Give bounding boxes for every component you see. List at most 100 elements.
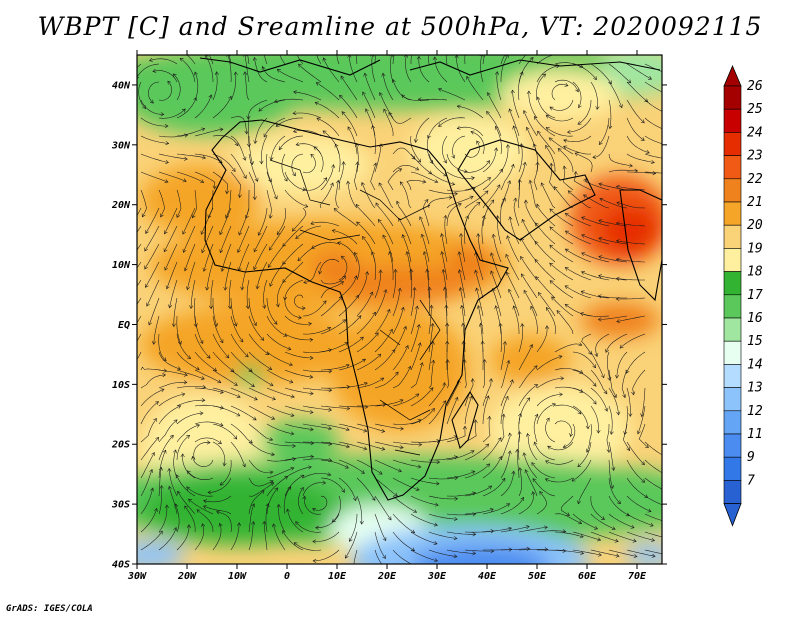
streamline-arrow — [412, 286, 417, 291]
streamline — [276, 207, 287, 235]
streamline — [551, 83, 569, 101]
streamline-arrow — [615, 184, 620, 189]
streamline-arrow — [187, 355, 191, 360]
streamline — [518, 549, 548, 551]
streamline-arrow — [491, 233, 496, 238]
streamline — [144, 225, 160, 252]
streamline — [176, 524, 190, 551]
streamline-arrow — [386, 308, 391, 313]
streamline — [518, 526, 548, 533]
streamline — [263, 117, 286, 138]
streamline-arrow — [251, 503, 255, 508]
streamline-arrow — [292, 111, 297, 116]
streamline — [176, 97, 197, 119]
streamline-arrow — [359, 520, 364, 525]
streamline-arrow — [169, 434, 174, 439]
streamline — [284, 171, 306, 191]
streamline-arrow — [583, 194, 588, 199]
streamline — [275, 117, 303, 127]
streamline-arrow — [507, 288, 512, 293]
streamline-arrow — [533, 441, 538, 446]
streamline — [246, 279, 250, 309]
streamline — [337, 242, 358, 263]
streamline — [383, 108, 394, 137]
streamline-arrow — [506, 359, 511, 364]
streamline-arrow — [219, 127, 224, 132]
streamline — [554, 420, 572, 437]
streamline — [323, 57, 340, 83]
streamline — [248, 423, 273, 441]
streamline-arrow — [507, 180, 512, 185]
streamline-arrow — [566, 129, 571, 135]
streamline-arrow — [544, 478, 549, 482]
streamline — [374, 55, 377, 65]
streamline-arrow — [665, 473, 669, 476]
streamline-arrow — [383, 108, 387, 113]
streamline — [248, 490, 265, 515]
streamline-arrow — [238, 231, 243, 236]
streamline — [581, 271, 610, 281]
streamline — [428, 341, 434, 371]
streamline-arrow — [283, 177, 288, 182]
streamline — [248, 153, 258, 182]
streamline — [418, 98, 448, 101]
streamline — [608, 169, 638, 173]
streamline — [421, 234, 430, 263]
streamline-arrow — [291, 227, 296, 232]
streamline — [520, 237, 538, 263]
streamline-arrow — [490, 252, 494, 257]
streamline-arrow — [442, 382, 447, 386]
streamline-arrow — [145, 283, 149, 288]
streamline-arrow — [149, 99, 154, 104]
streamline — [608, 387, 619, 415]
streamline-arrow — [420, 233, 425, 238]
streamline — [338, 255, 348, 281]
streamline-arrow — [667, 129, 670, 132]
streamline-arrow — [337, 241, 342, 246]
streamline — [429, 456, 458, 461]
streamline-arrow — [549, 208, 554, 213]
streamline-arrow — [201, 398, 206, 403]
streamline — [230, 423, 253, 444]
streamline — [446, 450, 475, 461]
streamline-arrow — [486, 463, 491, 468]
streamline-arrow — [199, 339, 204, 344]
streamline-arrow — [265, 502, 270, 507]
streamline-arrow — [315, 82, 320, 86]
streamline-arrow — [331, 164, 336, 169]
streamline-arrow — [545, 127, 550, 131]
streamline — [357, 404, 386, 407]
streamline-arrow — [309, 391, 314, 396]
streamline-arrow — [615, 257, 620, 262]
streamline — [356, 377, 384, 389]
streamline — [446, 171, 475, 179]
streamline — [332, 230, 358, 245]
streamline — [590, 81, 598, 110]
streamline — [458, 251, 466, 281]
streamline — [644, 171, 662, 174]
streamline-arrow — [537, 292, 542, 297]
streamline-arrow — [335, 179, 340, 184]
streamline-arrow — [312, 508, 317, 512]
streamline — [482, 503, 510, 515]
streamline — [314, 102, 340, 119]
streamline-arrow — [176, 213, 181, 218]
streamline — [230, 153, 247, 179]
streamline-arrow — [470, 130, 475, 135]
streamline-arrow — [552, 402, 557, 407]
streamline-arrow — [389, 328, 393, 333]
streamline — [377, 219, 394, 245]
streamline-arrow — [237, 194, 242, 199]
streamline — [270, 135, 286, 161]
streamline-arrow — [253, 266, 257, 271]
streamline-arrow — [670, 158, 673, 162]
streamline — [179, 58, 196, 83]
streamline-arrow — [578, 342, 583, 347]
streamline — [177, 491, 196, 515]
streamline — [212, 96, 232, 119]
streamline-arrow — [611, 526, 616, 530]
streamline — [428, 513, 458, 520]
streamline-arrow — [487, 415, 492, 420]
streamline — [302, 482, 326, 497]
streamline — [371, 251, 376, 281]
